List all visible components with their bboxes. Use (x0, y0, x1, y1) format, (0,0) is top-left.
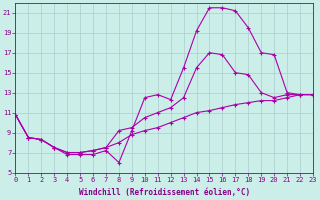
X-axis label: Windchill (Refroidissement éolien,°C): Windchill (Refroidissement éolien,°C) (79, 188, 250, 197)
